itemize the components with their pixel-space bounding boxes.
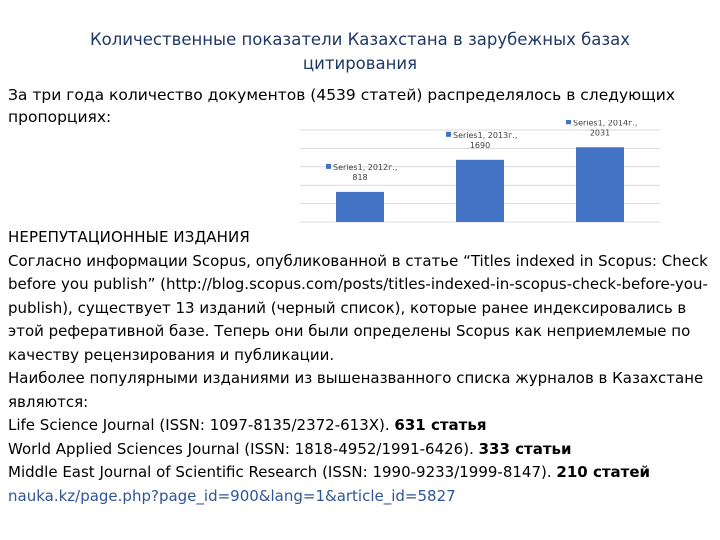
data-label: Series1, 2013г., [453, 131, 517, 140]
scopus-paragraph: Согласно информации Scopus, опубликованн… [8, 251, 708, 364]
source-link[interactable]: nauka.kz/page.php?page_id=900&lang=1&art… [8, 486, 456, 505]
data-label: 1690 [470, 141, 490, 150]
journal-text: Middle East Journal of Scientific Resear… [8, 463, 557, 481]
popular-journals-paragraph: Наиболее популярными изданиями из вышена… [8, 369, 704, 411]
section-heading: НЕРЕПУТАЦИОННЫЕ ИЗДАНИЯ [8, 228, 250, 246]
data-label: Series1, 2014г., [573, 120, 637, 127]
data-label: 818 [352, 173, 367, 182]
journal-text: Life Science Journal (ISSN: 1097-8135/23… [8, 416, 395, 434]
data-label-key [446, 131, 451, 137]
documents-bar-chart: Series1, 2012г.,818 Series1, 2013г.,1690 S… [300, 120, 660, 223]
journal-count: 333 статьи [478, 439, 572, 458]
slide-title: Количественные показатели Казахстана в з… [89, 30, 631, 73]
journal-count: 210 статей [556, 463, 651, 481]
data-label: Series1, 2012г., [333, 163, 397, 172]
journal-count: 631 статья [394, 416, 487, 434]
intro-text: За три года количество документов (4539 … [8, 86, 676, 126]
journal-item: Middle East Journal of Scientific Resear… [8, 461, 716, 485]
bar-2012г. [336, 191, 384, 222]
journal-item: Life Science Journal (ISSN: 1097-8135/23… [8, 414, 716, 438]
journal-item: World Applied Sciences Journal (ISSN: 18… [8, 438, 716, 462]
data-label-key [326, 163, 331, 169]
journal-text: World Applied Sciences Journal (ISSN: 18… [8, 439, 479, 458]
main-text: НЕРЕПУТАЦИОННЫЕ ИЗДАНИЯ Согласно информа… [8, 226, 716, 508]
bar-2013г. [456, 159, 504, 222]
data-label-key [566, 120, 571, 125]
bar-2014г. [576, 147, 624, 222]
data-label: 2031 [590, 128, 610, 137]
